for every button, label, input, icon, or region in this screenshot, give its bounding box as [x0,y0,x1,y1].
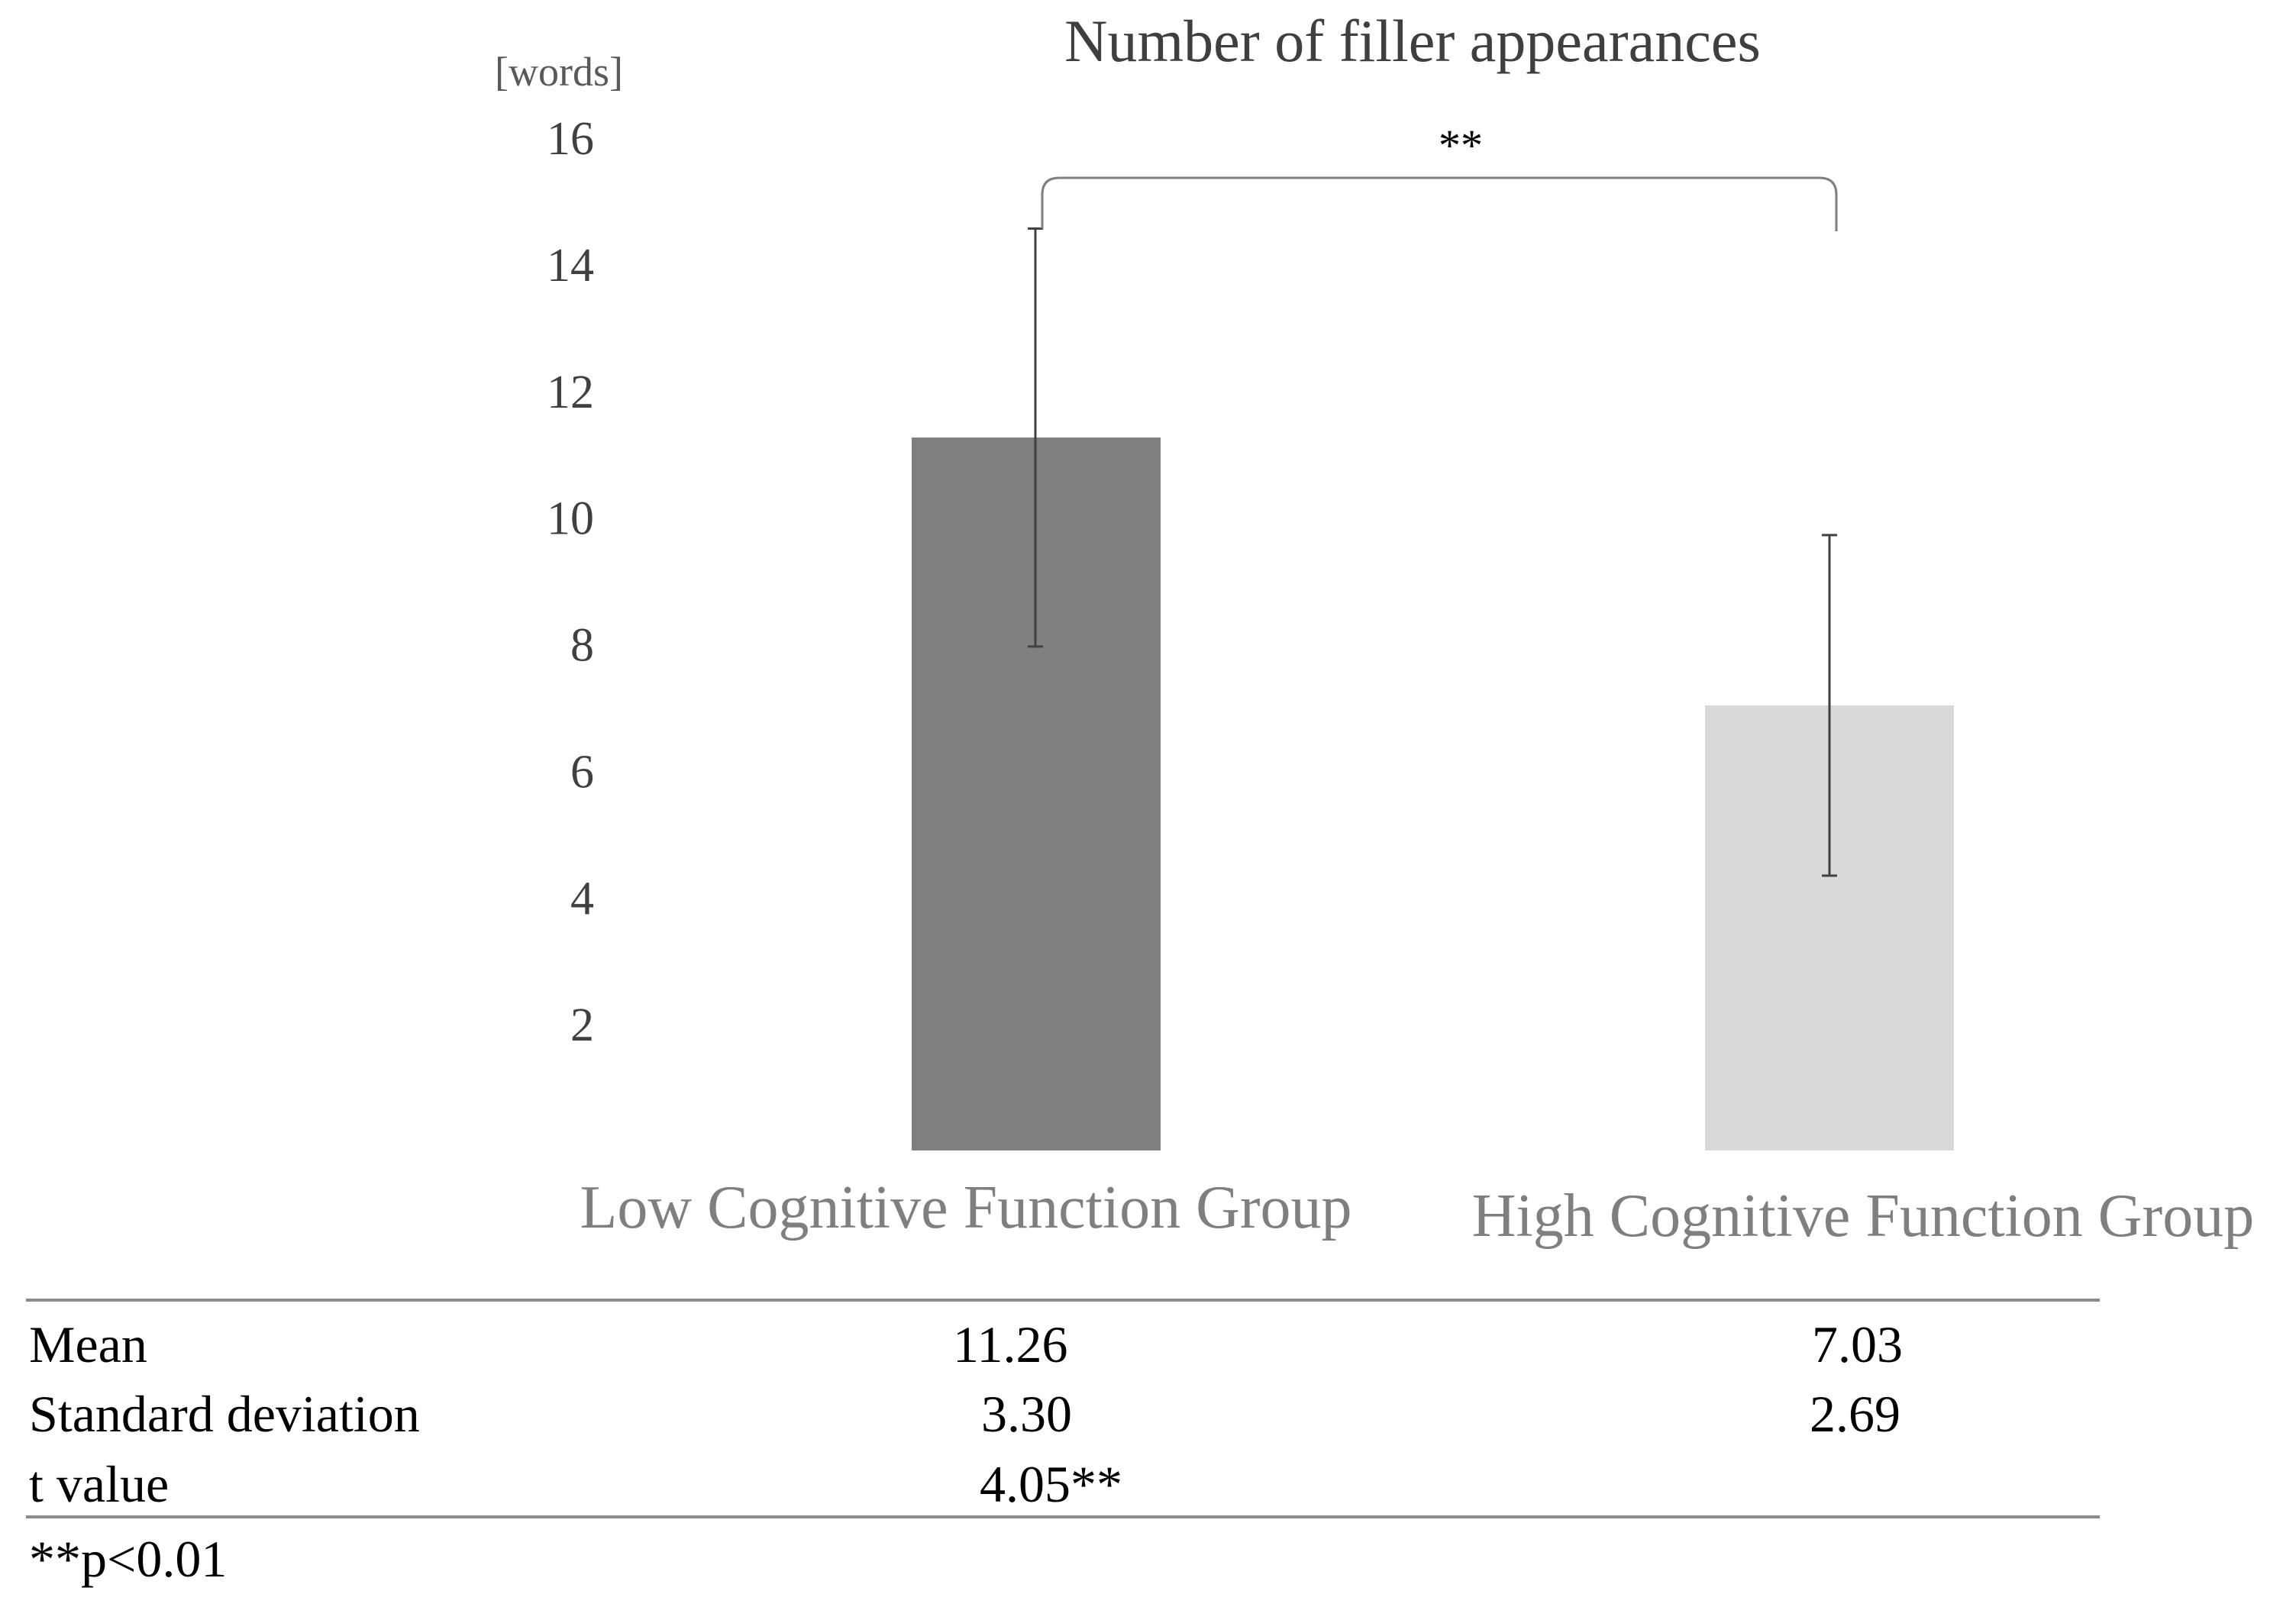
row-t-low: 4.05** [980,1455,1122,1513]
row-mean-high: 7.03 [1812,1315,1903,1373]
y-tick-label: 4 [570,873,594,925]
bars [912,437,1954,1150]
error-bar [1028,227,1043,648]
y-axis-ticks: 2 4 6 8 10 12 14 16 [547,113,594,1051]
y-tick-label: 8 [570,620,594,672]
row-sd-low: 3.30 [981,1385,1072,1443]
error-bars [1028,227,1837,877]
category-label: High Cognitive Function Group [1472,1183,2254,1250]
row-sd-label: Standard deviation [29,1385,420,1443]
category-labels: Low Cognitive Function Group High Cogniti… [580,1174,2254,1250]
footnote: **p<0.01 [29,1530,228,1588]
bar-chart: Number of filler appearances [words] 2 4 6… [495,8,2254,1250]
row-mean-low: 11.26 [953,1315,1068,1373]
y-tick-label: 2 [570,999,594,1051]
error-bar [1822,534,1837,877]
table-top-rule [26,1299,2100,1302]
significance-label: ** [1439,121,1483,170]
table-bottom-rule [26,1515,2100,1518]
chart-title: Number of filler appearances [1064,8,1761,74]
row-mean-label: Mean [29,1315,147,1373]
y-tick-label: 12 [547,366,594,418]
row-sd-high: 2.69 [1810,1385,1900,1443]
category-label: Low Cognitive Function Group [580,1174,1351,1241]
y-tick-label: 14 [547,240,594,292]
significance-bracket [1041,176,1838,231]
y-tick-label: 16 [547,113,594,165]
y-tick-label: 6 [570,746,594,798]
row-t-label: t value [29,1455,170,1513]
y-tick-label: 10 [547,493,594,545]
y-axis-unit-label: [words] [495,49,623,95]
